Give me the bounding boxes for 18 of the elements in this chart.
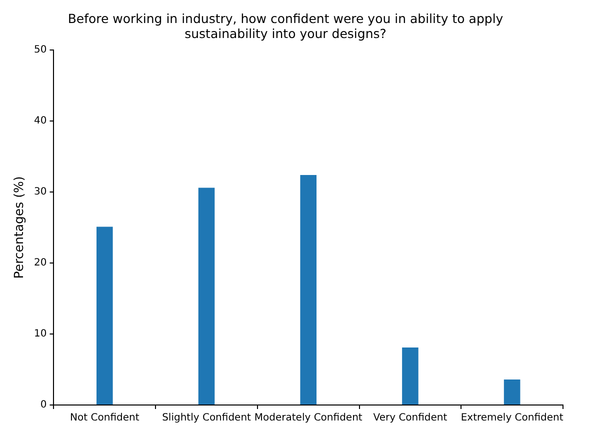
bar: [96, 226, 113, 404]
chart-title: Before working in industry, how confident were you in ability to apply sustainability into your designs?: [68, 10, 504, 41]
x-tick-label: Not Confident: [70, 412, 140, 424]
x-tick-label: Very Confident: [373, 412, 448, 424]
y-axis-title: Percentages (%): [10, 176, 26, 279]
x-tick-label: Slightly Confident: [162, 412, 252, 424]
y-tick-label: 50: [34, 44, 47, 56]
bar: [504, 379, 520, 404]
y-tick-label: 40: [34, 116, 47, 127]
y-tick-label: 0: [40, 400, 47, 411]
x-tick-label: Extremely Confident: [460, 412, 564, 424]
bar: [300, 174, 317, 404]
y-tick-label: 20: [34, 258, 47, 269]
bar: [402, 347, 418, 404]
y-tick-label: 30: [34, 186, 47, 198]
bar: [198, 188, 215, 404]
x-tick-label: Moderately Confident: [254, 412, 362, 424]
y-tick-label: 10: [34, 328, 47, 340]
